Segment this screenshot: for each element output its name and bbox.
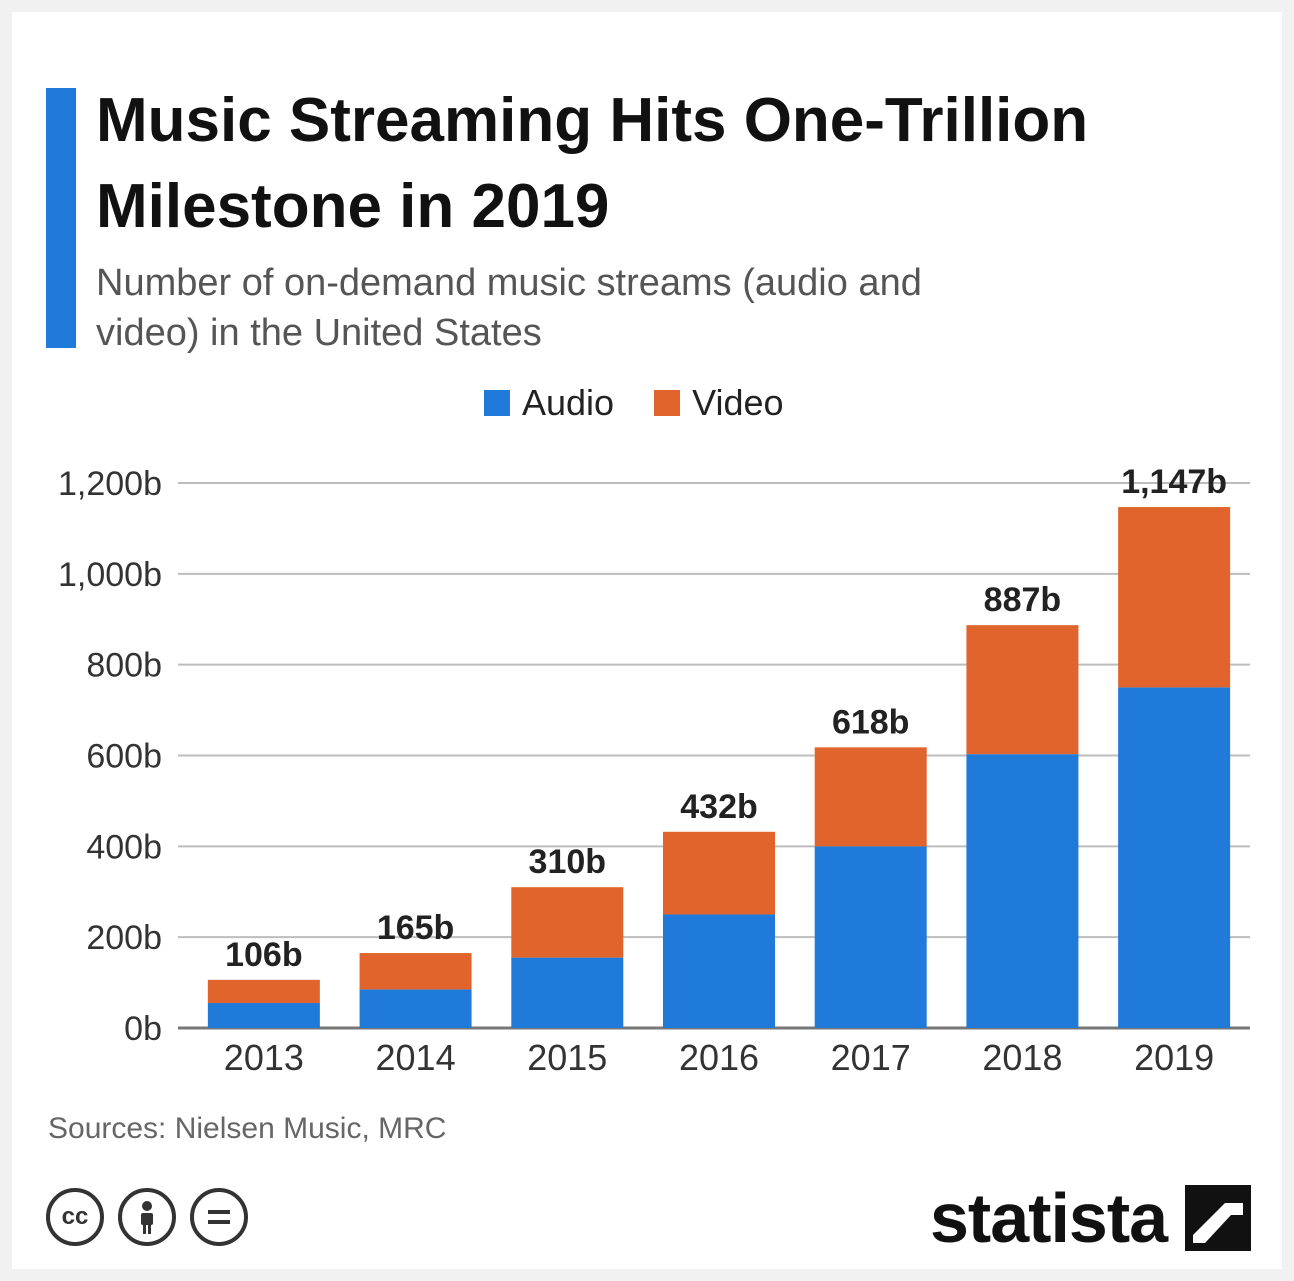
cc-icon[interactable]: cc (46, 1188, 104, 1246)
data-label-total: 887b (984, 581, 1062, 619)
y-tick-label: 200b (86, 919, 162, 957)
bar-audio (663, 914, 775, 1028)
legend-label-audio: Audio (522, 382, 615, 423)
data-label-total: 310b (529, 843, 607, 881)
legend-label-video: Video (692, 382, 784, 423)
y-tick-label: 400b (86, 828, 162, 866)
brand-wordmark: statista (930, 1179, 1168, 1257)
person-icon (141, 1201, 153, 1234)
bar-audio (207, 1003, 320, 1028)
x-tick-label: 2018 (982, 1037, 1062, 1078)
accent-bar (46, 88, 76, 348)
x-tick-label: 2016 (679, 1037, 759, 1078)
source-note: Sources: Nielsen Music, MRC (48, 1112, 447, 1145)
data-label-total: 618b (832, 703, 910, 741)
attribution-icon[interactable] (118, 1188, 176, 1246)
x-tick-label: 2013 (224, 1037, 304, 1078)
stacked-bar-chart: 0b 200b 400b 600b 800b 1,000b 1,200b 106b 2013 16… (58, 463, 1250, 1078)
y-tick-label: 0b (124, 1010, 162, 1048)
bar-audio (511, 957, 624, 1028)
bar-video (966, 625, 1079, 755)
bar-video (663, 831, 775, 915)
data-label-total: 1,147b (1121, 463, 1227, 501)
legend-item-video: Video (654, 382, 784, 424)
y-tick-label: 800b (86, 647, 162, 685)
bar-audio (814, 846, 927, 1028)
bar-video (359, 953, 472, 990)
legend-swatch-video (654, 390, 681, 416)
y-tick-label: 1,000b (58, 556, 162, 594)
legend: Audio Video (484, 380, 784, 426)
legend-item-audio: Audio (484, 382, 614, 424)
x-tick-label: 2017 (831, 1037, 911, 1078)
chart-subtitle: Number of on-demand music streams (audio… (96, 262, 922, 354)
y-tick-label: 1,200b (58, 465, 162, 503)
bar-audio (1118, 687, 1231, 1028)
bar-audio (966, 754, 1079, 1028)
data-label-total: 432b (680, 788, 758, 826)
bar-audio (359, 989, 472, 1028)
y-tick-label: 600b (86, 738, 162, 776)
bar-video (207, 979, 320, 1004)
license-icons: cc (46, 1188, 248, 1246)
bar-video (814, 747, 927, 847)
bar-video (1118, 507, 1231, 688)
legend-swatch-audio (484, 390, 510, 416)
bar-video (511, 887, 624, 958)
statista-logo-icon (1185, 1185, 1252, 1251)
data-label-total: 106b (225, 936, 303, 974)
x-tick-label: 2015 (527, 1037, 607, 1078)
no-derivatives-icon[interactable] (190, 1188, 248, 1246)
chart-title: Music Streaming Hits One-Trillion Milest… (96, 86, 1089, 241)
x-tick-label: 2019 (1134, 1037, 1214, 1078)
equals-icon (208, 1210, 230, 1224)
data-label-total: 165b (377, 909, 455, 947)
statista-brand: statista (930, 1178, 1252, 1258)
x-tick-label: 2014 (376, 1037, 456, 1078)
